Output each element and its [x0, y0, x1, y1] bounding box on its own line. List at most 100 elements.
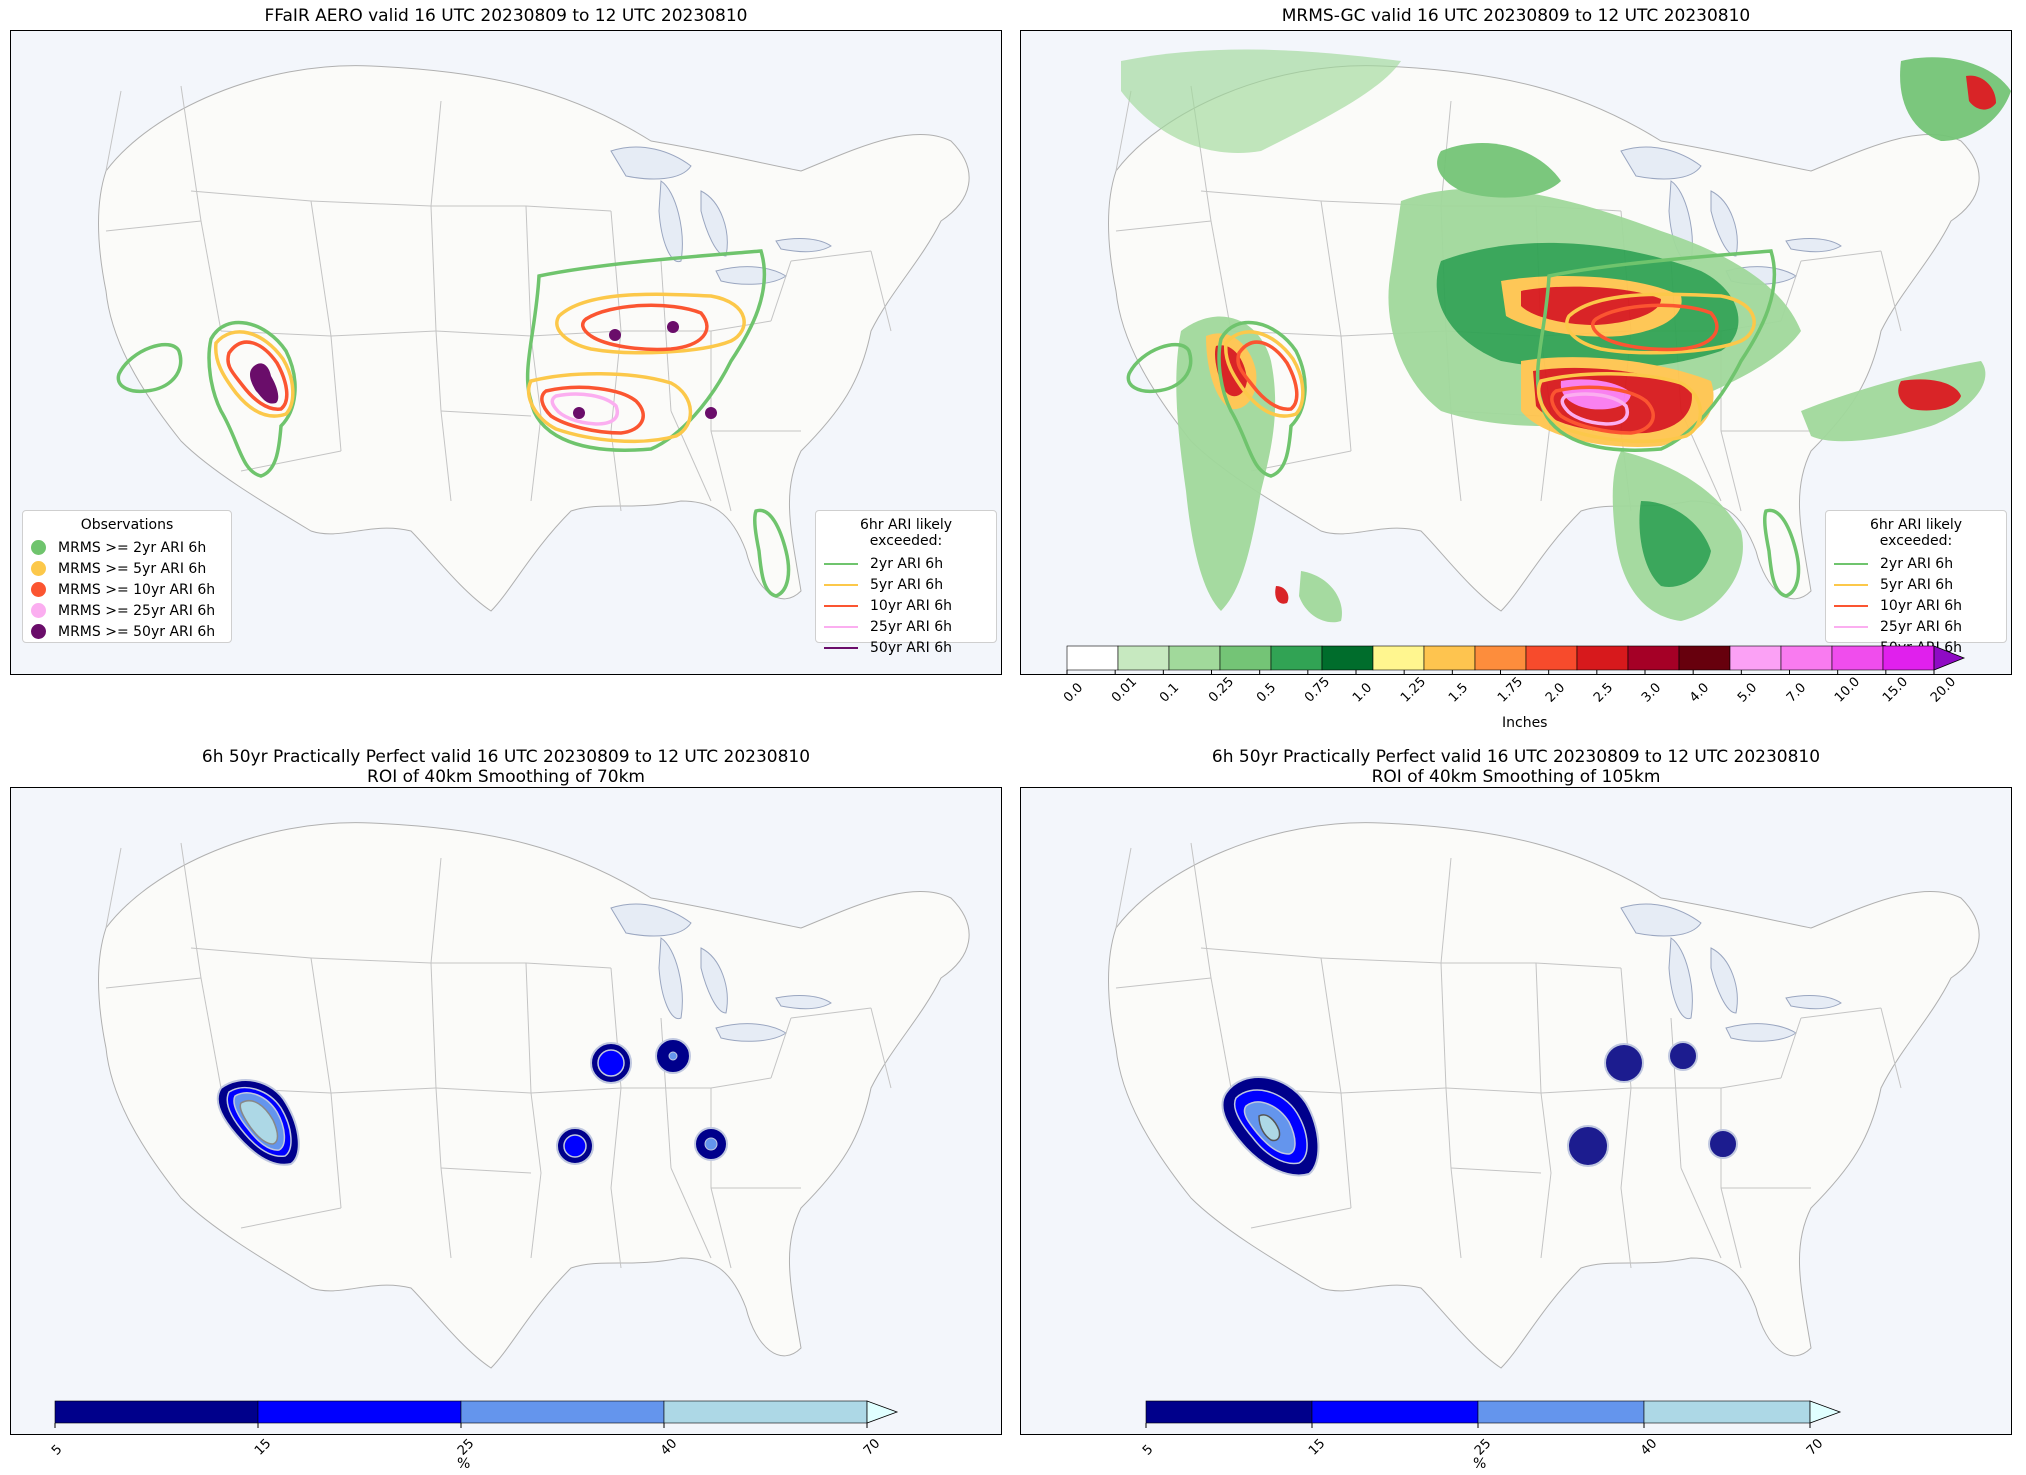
map-mrms-svg	[1108, 49, 2011, 623]
colorbar-segment	[1780, 645, 1833, 671]
precip-colorbar-svg	[1066, 645, 1966, 675]
state-boundary	[435, 330, 532, 337]
state-boundary	[430, 857, 442, 964]
colorbar-tick-label: 0.5	[1253, 680, 1279, 706]
state-boundary	[440, 410, 532, 417]
ari-legend-title: 6hr ARI likely exceeded:	[859, 517, 953, 549]
colorbar-tick-label: 15	[1306, 1436, 1329, 1459]
state-boundary	[1620, 1187, 1632, 1269]
lake	[1710, 947, 1738, 1014]
lake	[775, 995, 832, 1010]
colorbar-tick-label: 5.0	[1735, 680, 1761, 706]
lake	[1668, 937, 1693, 1020]
panel-1-title-line1: FFaIR AERO valid 16 UTC 20230809 to 12 U…	[264, 6, 748, 26]
state-boundary	[200, 220, 222, 332]
state-boundary	[525, 962, 532, 1094]
legend-dot-25yr	[31, 603, 46, 618]
state-boundary	[610, 1087, 622, 1189]
basemap	[1108, 822, 1980, 1369]
state-boundary	[1540, 1092, 1552, 1174]
lake	[658, 937, 683, 1020]
panel-4-title: 6h 50yr Practically Perfect valid 16 UTC…	[1020, 747, 2012, 787]
state-boundary	[1320, 957, 1442, 964]
state-boundary	[440, 1167, 532, 1174]
lake	[610, 146, 692, 180]
state-boundary	[1210, 977, 1232, 1089]
state-boundary	[430, 205, 437, 332]
state-boundary	[1720, 1077, 1782, 1089]
panel-4-title-line2: ROI of 40km Smoothing of 105km	[1371, 767, 1661, 787]
contour-25yr-south	[550, 392, 619, 426]
prob-colorbar-2: % 5 15 25 40 70	[1140, 1400, 1846, 1475]
state-boundary	[1535, 962, 1542, 1094]
state-boundary	[105, 977, 202, 989]
state-boundary	[1440, 962, 1447, 1089]
colorbar-tick-label: 20.0	[1928, 674, 1960, 706]
legend-line-5yr	[824, 583, 858, 586]
colorbar-tick-label: 2.0	[1542, 680, 1568, 706]
ari-legend-row: 5yr ARI 6h	[1834, 574, 1998, 595]
state-boundary	[1200, 947, 1322, 959]
obs-legend-label: MRMS >= 25yr ARI 6h	[58, 602, 216, 619]
ari-legend-panel2: 6hr ARI likely exceeded: 2yr ARI 6h 5yr …	[1825, 510, 2007, 656]
colorbar-tick-label: 0.75	[1301, 674, 1333, 706]
colorbar-segment	[460, 1400, 665, 1424]
ari-legend-label: 25yr ARI 6h	[1880, 618, 1962, 635]
prob-colorbar-1: % 5 15 25 40 70	[49, 1400, 915, 1475]
colorbar-tick-label: 1.5	[1446, 680, 1472, 706]
state-boundary	[1720, 430, 1742, 512]
state-boundary	[1445, 1087, 1452, 1169]
precip-colorbar-label: Inches	[1502, 715, 1548, 731]
state-boundary	[1320, 957, 1342, 1094]
pp70-west	[216, 1079, 300, 1166]
legend-dot-10yr	[31, 582, 46, 597]
state-boundary	[1250, 450, 1352, 472]
state-boundary	[770, 1017, 792, 1079]
obs-legend-row: MRMS >= 25yr ARI 6h	[31, 600, 223, 621]
ari-legend-label: 10yr ARI 6h	[1880, 597, 1962, 614]
state-boundary	[710, 320, 772, 332]
state-boundary	[525, 205, 532, 337]
contour-10yr-south	[540, 385, 645, 435]
state-boundary	[1800, 1007, 1882, 1019]
state-boundary	[1115, 847, 1132, 929]
obs-50yr-utah	[249, 363, 279, 404]
colorbar-segment	[1831, 645, 1884, 671]
panel-2-title-line1: MRMS-GC valid 16 UTC 20230809 to 12 UTC …	[1281, 6, 1751, 26]
state-boundary	[310, 957, 332, 1094]
map-ffair-svg	[98, 65, 970, 612]
state-boundary	[180, 842, 202, 979]
colorbar-segment	[1576, 645, 1629, 671]
state-boundary	[1680, 1167, 1722, 1259]
colorbar-segment	[1627, 645, 1680, 671]
state-boundary	[610, 430, 622, 512]
colorbar-segment	[1643, 1400, 1811, 1424]
ari-legend-row: 10yr ARI 6h	[824, 595, 988, 616]
state-boundary	[710, 430, 732, 512]
state-boundary	[1540, 1172, 1552, 1259]
colorbar-tick-label: 4.0	[1687, 680, 1713, 706]
state-boundary	[670, 1167, 712, 1259]
prob-colorbar-1-label: %	[457, 1456, 471, 1472]
state-boundary	[310, 200, 332, 337]
state-boundary	[435, 1087, 442, 1169]
state-boundary	[1445, 1087, 1542, 1094]
lake	[1710, 190, 1738, 257]
obs-50yr-kentucky	[705, 407, 717, 419]
colorbar-tick-label: 0.0	[1061, 680, 1087, 706]
state-boundary	[190, 947, 312, 959]
state-boundary	[790, 250, 872, 262]
state-boundary	[1535, 962, 1622, 969]
state-boundary	[1450, 410, 1462, 502]
colorbar-segment	[1145, 1400, 1313, 1424]
colorbar-tick-label: 5	[1140, 1442, 1157, 1459]
ari-legend-label: 2yr ARI 6h	[1880, 555, 1954, 572]
colorbar-tick-label: 3.0	[1639, 680, 1665, 706]
ari-legend-row: 5yr ARI 6h	[824, 574, 988, 595]
land-area	[1108, 822, 1980, 1369]
panel-3-title-line2: ROI of 40km Smoothing of 70km	[367, 767, 645, 787]
state-boundary	[1190, 842, 1212, 979]
contour-5yr-north	[555, 292, 746, 355]
ari-legend-label: 2yr ARI 6h	[870, 555, 944, 572]
state-boundary	[1340, 1087, 1447, 1094]
